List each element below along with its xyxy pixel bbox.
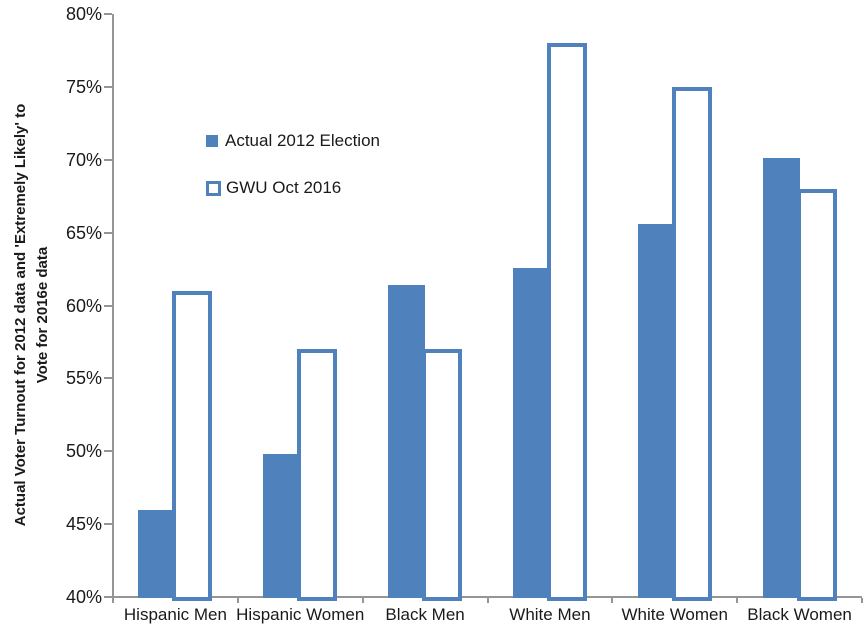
- bar-gwu-2016-1: [297, 349, 338, 601]
- x-axis-tick: [112, 598, 114, 603]
- x-axis-category-label: White Men: [509, 605, 591, 624]
- bar-gwu-2016-4: [671, 86, 712, 601]
- legend-swatch-outline-icon: [206, 180, 221, 196]
- bar-gwu-2016-3: [546, 43, 587, 601]
- legend-label-gwu-2016: GWU Oct 2016: [226, 178, 342, 197]
- y-axis-tick-label: 50%: [65, 441, 102, 462]
- x-axis-tick: [236, 598, 239, 603]
- y-axis-tick-label: 70%: [65, 149, 102, 170]
- y-axis-tick: [104, 158, 112, 161]
- legend-item-gwu-2016: GWU Oct 2016: [206, 177, 380, 199]
- bar-actual-2012-0: [138, 509, 176, 598]
- y-axis-tick: [104, 450, 112, 453]
- legend-item-actual-2012: Actual 2012 Election: [206, 130, 380, 152]
- bar-actual-2012-1: [263, 454, 301, 598]
- y-axis-tick: [104, 231, 112, 234]
- x-axis-category-label: Black Women: [747, 605, 852, 624]
- x-axis-line: [105, 596, 862, 598]
- x-axis-tick: [611, 598, 614, 603]
- y-axis-line: [112, 14, 114, 599]
- y-axis-tick: [104, 377, 112, 380]
- x-axis-tick: [486, 598, 489, 603]
- x-axis-category-label: White Women: [621, 605, 728, 624]
- y-axis-tick-label: 75%: [65, 76, 102, 97]
- legend-swatch-solid-icon: [206, 135, 218, 147]
- x-axis-category-label: Hispanic Women: [236, 605, 365, 624]
- bar-actual-2012-4: [637, 223, 675, 598]
- bar-gwu-2016-2: [422, 349, 463, 601]
- x-axis-tick: [861, 598, 863, 603]
- x-axis-tick: [736, 598, 739, 603]
- y-axis-tick: [104, 523, 112, 526]
- bar-gwu-2016-5: [796, 188, 837, 601]
- y-axis-tick: [104, 596, 112, 598]
- x-axis-category-label: Hispanic Men: [123, 605, 227, 624]
- y-axis-tick: [104, 85, 112, 88]
- x-axis-tick: [361, 598, 364, 603]
- y-axis-tick-label: 45%: [65, 514, 102, 535]
- x-axis-category-label: Black Men: [385, 605, 465, 624]
- y-axis-tick-label: 55%: [65, 368, 102, 389]
- y-axis-tick-label: 60%: [65, 295, 102, 316]
- bar-actual-2012-5: [762, 158, 800, 598]
- y-axis-tick: [104, 304, 112, 307]
- legend: Actual 2012 Election GWU Oct 2016: [206, 130, 380, 224]
- y-axis-tick: [104, 13, 112, 15]
- legend-label-actual-2012: Actual 2012 Election: [225, 131, 380, 150]
- bar-gwu-2016-0: [172, 290, 213, 601]
- bar-actual-2012-3: [512, 267, 550, 598]
- y-axis-tick-label: 80%: [65, 4, 102, 24]
- bar-actual-2012-2: [388, 285, 426, 598]
- y-axis-tick-label: 65%: [65, 222, 102, 243]
- y-axis-tick-label: 40%: [65, 587, 102, 607]
